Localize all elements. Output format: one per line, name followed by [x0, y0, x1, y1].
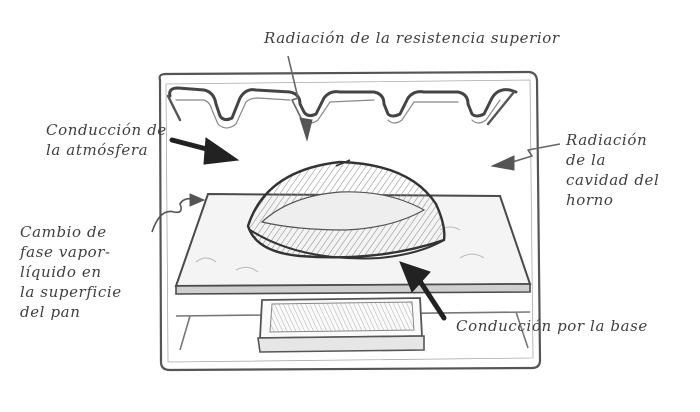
label-phase-change: Cambio de fase vapor- líquido en la supe…: [20, 222, 122, 322]
heating-element-end-left: [166, 94, 182, 122]
arrow-top-radiation: [287, 55, 307, 129]
label-line: del pan: [20, 303, 81, 321]
arrow-phase-change: [151, 197, 199, 233]
arrow-base-conduction-head: [399, 261, 431, 293]
label-line: horno: [566, 191, 614, 209]
label-cavity-radiation: Radiación de la cavidad del horno: [566, 130, 659, 210]
label-line: Conducción por la base: [456, 317, 648, 335]
label-base-conduction: Conducción por la base: [456, 316, 648, 336]
arrow-cavity-radiation-head: [490, 155, 515, 171]
tray-faint-marks: [195, 226, 485, 273]
baking-tray-front: [175, 283, 531, 295]
label-line: fase vapor-: [20, 243, 111, 261]
lower-tray-inner: [269, 301, 415, 333]
label-line: Radiación de la resistencia superior: [264, 29, 560, 47]
bread-peak-mark: [335, 159, 351, 167]
label-line: cavidad del: [566, 171, 660, 189]
heating-element: [168, 86, 518, 122]
heating-element-end-right: [486, 90, 516, 126]
arrow-atmosphere-conduction-head: [203, 137, 240, 165]
oven-cavity-outline: [158, 70, 542, 372]
oven-cavity-outline-inner: [165, 79, 534, 363]
label-line: de la: [566, 151, 606, 169]
bread-base-band: [249, 229, 445, 260]
label-line: Radiación: [566, 131, 648, 149]
arrow-cavity-radiation: [505, 143, 561, 165]
heating-element-shadow: [175, 97, 501, 129]
arrow-phase-change-head: [189, 193, 206, 207]
bread-top-highlight: [260, 191, 426, 231]
label-line: Cambio de: [20, 223, 107, 241]
label-line: líquido en: [20, 263, 102, 281]
label-atmosphere-conduction: Conducción de la atmósfera: [46, 120, 167, 160]
label-line: la superficie: [20, 283, 122, 301]
label-top-radiation: Radiación de la resistencia superior: [264, 28, 560, 48]
label-line: Conducción de: [46, 121, 167, 139]
lower-tray-base: [257, 335, 425, 353]
label-line: la atmósfera: [46, 141, 149, 159]
arrow-top-radiation-head: [299, 117, 313, 142]
